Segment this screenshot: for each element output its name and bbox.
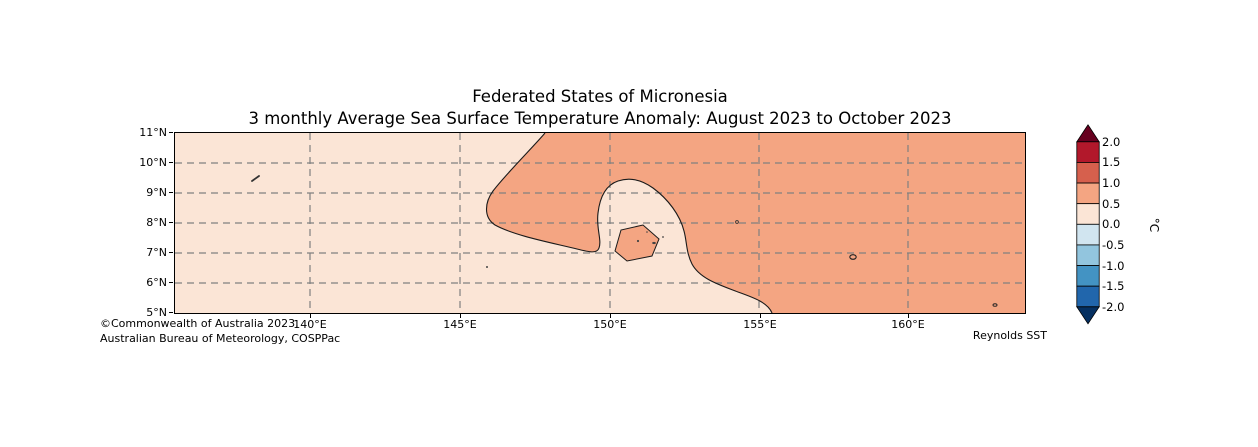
island-yap (251, 175, 260, 182)
lat-tick-label: 7°N (146, 246, 167, 259)
colorbar-segment (1076, 203, 1100, 225)
island-chuuk-2 (652, 241, 656, 245)
colorbar-segment (1076, 162, 1100, 184)
axis-tick (169, 192, 173, 193)
island-chuuk-1 (636, 239, 640, 243)
island-speck (486, 266, 488, 268)
lat-tick-label: 9°N (146, 186, 167, 199)
lat-tick-label: 8°N (146, 216, 167, 229)
colorbar-segment (1076, 265, 1100, 287)
lon-tick-label: 140°E (293, 318, 327, 331)
axis-tick (169, 222, 173, 223)
colorbar-tick-label: 0.0 (1102, 217, 1121, 231)
copyright-text: ©Commonwealth of Australia 2023, Austral… (100, 317, 340, 346)
figure-subtitle: 3 monthly Average Sea Surface Temperatur… (248, 109, 952, 128)
axis-tick (310, 314, 311, 318)
axis-tick (760, 314, 761, 318)
island-pohnpei (849, 254, 857, 260)
anomaly-contour-line (485, 133, 773, 313)
figure-title: Federated States of Micronesia (472, 87, 728, 106)
colorbar-tick-label: 2.0 (1102, 135, 1121, 149)
lon-tick-label: 150°E (593, 318, 627, 331)
island-oroluk (735, 220, 739, 224)
lon-tick-label: 155°E (743, 318, 777, 331)
colorbar-tick-label: -2.0 (1102, 300, 1125, 314)
colorbar-cap-bottom (1076, 306, 1100, 325)
island-chuuk-4 (646, 231, 648, 233)
colorbar-cap-top (1076, 124, 1100, 143)
axis-tick (169, 132, 173, 133)
island-kosrae (992, 303, 998, 307)
colorbar-segment (1076, 182, 1100, 205)
colorbar-tick-label: -1.5 (1102, 279, 1125, 293)
colorbar-unit-label: °C (1147, 217, 1161, 233)
grid-lines (175, 133, 1025, 313)
sst-map (175, 133, 1025, 313)
lat-tick-label: 6°N (146, 276, 167, 289)
colorbar-segment (1076, 141, 1100, 163)
axis-tick (169, 312, 173, 313)
colorbar (1076, 124, 1100, 325)
map-plot-area (174, 132, 1026, 314)
copyright-line-1: ©Commonwealth of Australia 2023, (100, 317, 299, 330)
warm-pocket-contour (614, 224, 660, 262)
axis-tick (908, 314, 909, 318)
axis-tick (460, 314, 461, 318)
lon-tick-label: 145°E (443, 318, 477, 331)
data-source-label: Reynolds SST (972, 329, 1047, 342)
colorbar-segment (1076, 223, 1100, 246)
islands (251, 175, 998, 307)
colorbar-segment (1076, 244, 1100, 266)
colorbar-tick-label: -1.0 (1102, 259, 1125, 273)
colorbar-segment (1076, 285, 1100, 308)
colorbar-tick-label: 1.5 (1102, 155, 1121, 169)
colorbar-tick-label: 0.5 (1102, 197, 1121, 211)
lat-tick-label: 11°N (139, 126, 167, 139)
island-chuuk-3 (662, 236, 664, 238)
colorbar-tick-label: -0.5 (1102, 238, 1125, 252)
axis-tick (169, 252, 173, 253)
copyright-line-2: Australian Bureau of Meteorology, COSPPa… (100, 331, 341, 345)
lat-tick-label: 10°N (139, 156, 167, 169)
colorbar-tick-label: 1.0 (1102, 176, 1121, 190)
lon-tick-label: 160°E (891, 318, 925, 331)
axis-tick (610, 314, 611, 318)
axis-tick (169, 162, 173, 163)
axis-tick (169, 282, 173, 283)
lat-tick-label: 5°N (146, 306, 167, 319)
